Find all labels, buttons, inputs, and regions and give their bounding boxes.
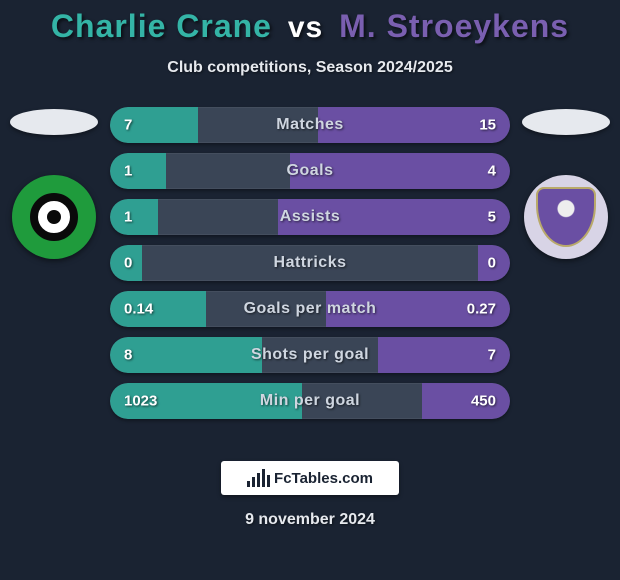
stat-value-right: 7 (488, 347, 496, 364)
logo-text: FcTables.com (274, 470, 373, 487)
player1-name: Charlie Crane (51, 8, 272, 44)
stat-value-left: 7 (124, 117, 132, 134)
player2-avatar-placeholder (522, 109, 610, 135)
player1-avatar-placeholder (10, 109, 98, 135)
stat-value-left: 0.14 (124, 301, 153, 318)
stat-fill-left (110, 153, 166, 189)
versus-label: vs (288, 11, 323, 44)
stat-label: Hattricks (274, 254, 347, 272)
stat-row: 7 15 Matches (110, 107, 510, 143)
player2-club-badge (524, 175, 608, 259)
stat-fill-right (422, 383, 510, 419)
stat-value-left: 8 (124, 347, 132, 364)
stat-row: 8 7 Shots per goal (110, 337, 510, 373)
stat-fill-left (110, 199, 158, 235)
stat-value-left: 1 (124, 209, 132, 226)
stat-row: 1 5 Assists (110, 199, 510, 235)
stat-label: Matches (276, 116, 344, 134)
stat-row: 0 0 Hattricks (110, 245, 510, 281)
comparison-content: 715Matches14Goals15Assists00Hattricks0.1… (0, 107, 620, 437)
player1-column (4, 107, 104, 259)
cercle-brugge-icon (30, 193, 78, 241)
stat-label: Goals (287, 162, 334, 180)
subtitle: Club competitions, Season 2024/2025 (0, 59, 620, 77)
stat-row: 0.14 0.27 Goals per match (110, 291, 510, 327)
stat-label: Goals per match (244, 300, 377, 318)
stat-label: Min per goal (260, 392, 360, 410)
stat-value-left: 1 (124, 163, 132, 180)
stat-row: 1023 450 Min per goal (110, 383, 510, 419)
date-label: 9 november 2024 (0, 511, 620, 529)
stat-value-right: 0 (488, 255, 496, 272)
player2-column (516, 107, 616, 259)
stat-bars: 715Matches14Goals15Assists00Hattricks0.1… (110, 107, 510, 419)
anderlecht-icon (536, 187, 596, 247)
stat-value-right: 15 (479, 117, 496, 134)
comparison-title: Charlie Crane vs M. Stroeykens (0, 0, 620, 45)
stat-value-right: 4 (488, 163, 496, 180)
stat-label: Assists (280, 208, 340, 226)
fctables-logo: FcTables.com (221, 461, 399, 495)
stat-value-left: 0 (124, 255, 132, 272)
stat-value-left: 1023 (124, 393, 157, 410)
logo-bars-icon (247, 469, 270, 487)
player2-name: M. Stroeykens (339, 8, 569, 44)
stat-fill-left (110, 337, 262, 373)
stat-value-right: 450 (471, 393, 496, 410)
stat-value-right: 0.27 (467, 301, 496, 318)
stat-row: 1 4 Goals (110, 153, 510, 189)
stat-value-right: 5 (488, 209, 496, 226)
stat-label: Shots per goal (251, 346, 369, 364)
player1-club-badge (12, 175, 96, 259)
